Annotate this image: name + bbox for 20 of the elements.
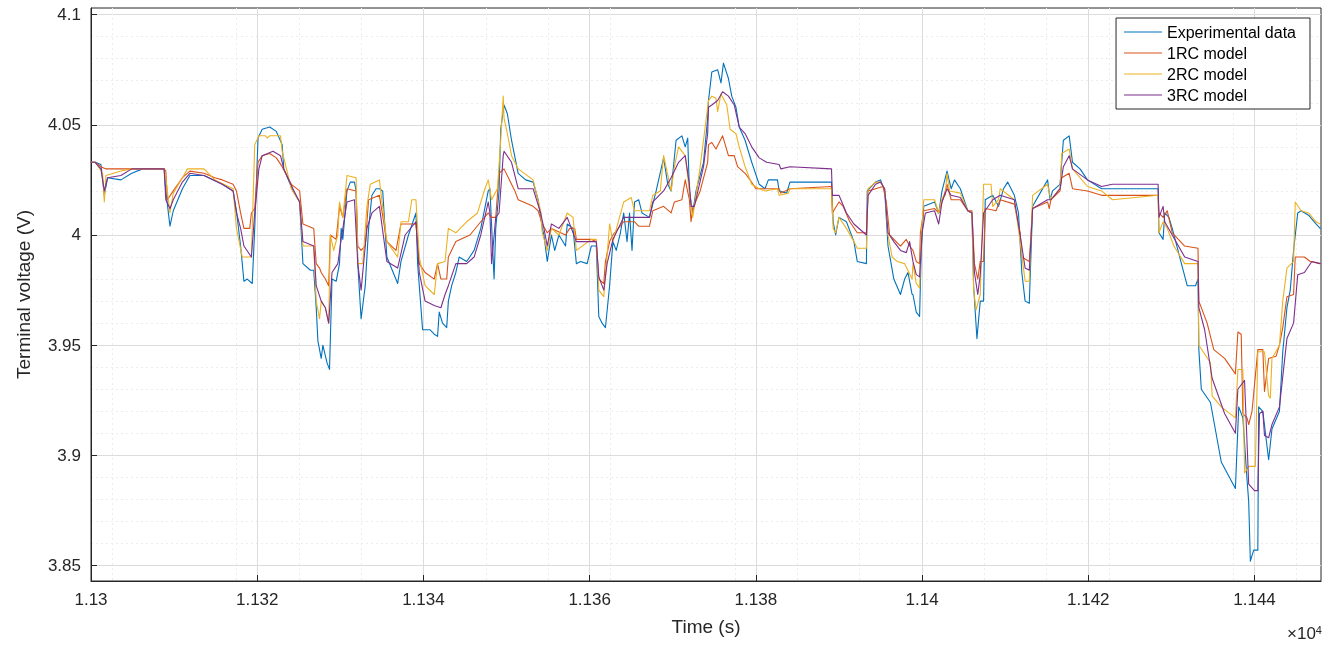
y-tick-label: 3.95 — [47, 335, 81, 355]
y-tick-label: 4 — [71, 225, 81, 245]
y-axis-title: Terminal voltage (V) — [13, 210, 34, 379]
y-tick-label: 3.85 — [47, 556, 81, 576]
x-tick-label: 1.144 — [1233, 590, 1276, 609]
x-tick-label: 1.142 — [1067, 590, 1110, 609]
x-tick-label: 1.138 — [734, 590, 778, 609]
legend-label: 2RC model — [1167, 65, 1248, 83]
y-tick-label: 4.05 — [47, 115, 81, 135]
x-tick-label: 1.14 — [905, 590, 939, 609]
y-tick-label: 4.1 — [57, 5, 81, 25]
x-tick-label: 1.132 — [235, 590, 279, 609]
legend-label: 1RC model — [1167, 44, 1248, 62]
legend-label: Experimental data — [1167, 23, 1297, 41]
x-tick-label: 1.134 — [402, 590, 445, 609]
x-tick-label: 1.13 — [74, 590, 108, 609]
x-axis-title: Time (s) — [671, 616, 741, 637]
x-tick-label: 1.136 — [568, 590, 611, 609]
legend-label: 3RC model — [1167, 86, 1248, 104]
y-tick-label: 3.9 — [57, 445, 81, 465]
